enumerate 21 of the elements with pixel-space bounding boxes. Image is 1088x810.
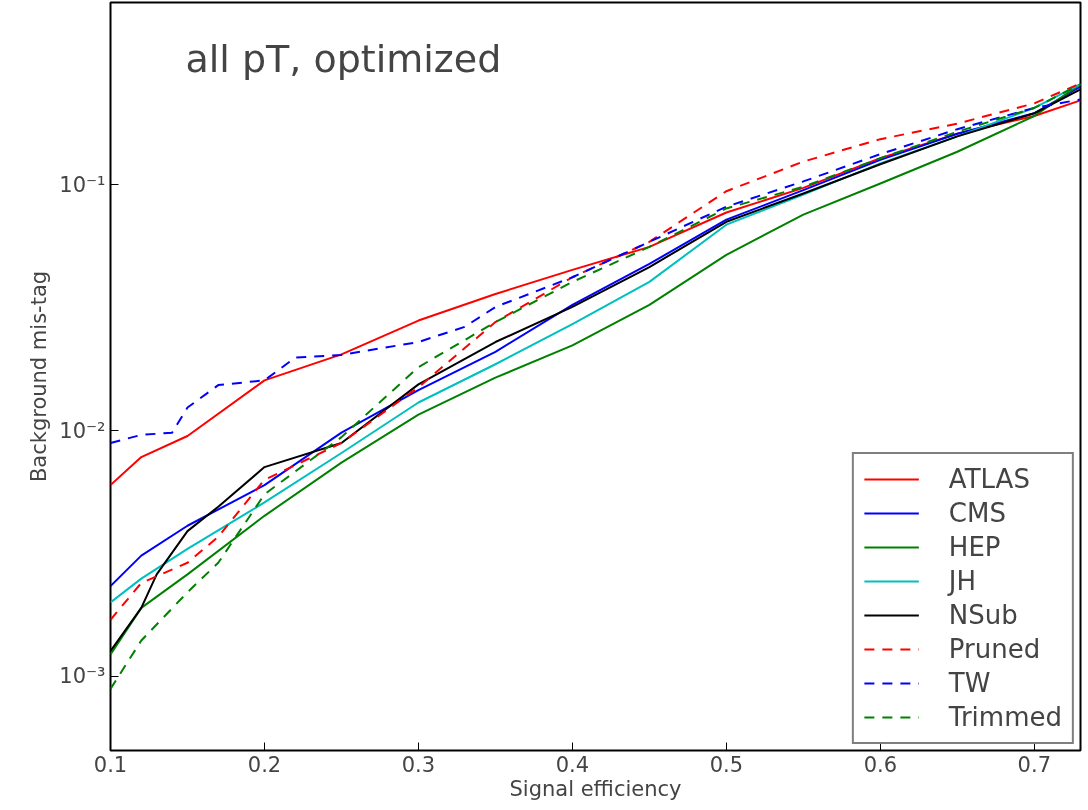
x-tick-label: 0.4 [555,752,590,777]
y-tick-label: 10⁻¹ [59,172,106,197]
legend-label: CMS [948,498,1006,528]
y-tick-label: 10⁻² [59,418,106,443]
x-tick-label: 0.2 [247,752,282,777]
legend-label: TW [948,668,991,698]
legend-label: HEP [948,532,1001,562]
y-axis-title: Background mis-tag [27,270,52,483]
x-tick-label: 0.7 [1017,752,1052,777]
y-tick-label: 10⁻³ [59,664,106,689]
text: all pT, optimized [185,36,502,81]
x-tick-label: 0.3 [401,752,436,777]
legend-label: Pruned [948,634,1041,664]
x-tick-label: 0.1 [93,752,128,777]
x-tick-label: 0.6 [863,752,898,777]
legend-label: JH [948,566,977,596]
legend-label: NSub [948,600,1018,630]
x-tick-label: 0.5 [709,752,744,777]
x-axis-title: Signal efficiency [509,776,682,801]
legend-label: Trimmed [948,702,1062,732]
legend-label: ATLAS [948,464,1030,494]
